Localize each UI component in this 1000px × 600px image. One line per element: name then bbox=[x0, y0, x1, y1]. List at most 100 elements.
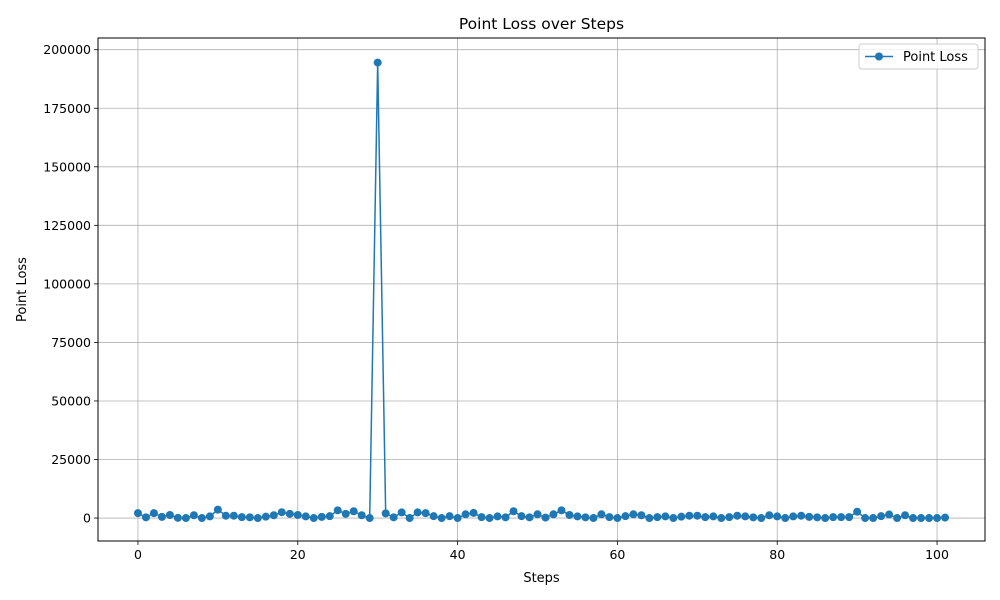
data-point bbox=[389, 513, 398, 522]
data-point bbox=[781, 514, 790, 523]
data-point bbox=[221, 511, 230, 520]
data-point bbox=[461, 510, 470, 519]
x-tick-label: 100 bbox=[925, 547, 949, 562]
data-point bbox=[581, 513, 590, 522]
y-tick-label: 150000 bbox=[43, 159, 91, 174]
data-point bbox=[589, 514, 598, 523]
data-point bbox=[309, 514, 318, 523]
data-point bbox=[413, 508, 422, 517]
data-point bbox=[861, 514, 870, 523]
data-point bbox=[853, 507, 862, 516]
data-point bbox=[277, 508, 286, 517]
data-point bbox=[669, 514, 678, 523]
data-point bbox=[869, 514, 878, 523]
data-point bbox=[149, 509, 158, 518]
data-point bbox=[789, 512, 798, 521]
y-tick-label: 100000 bbox=[43, 276, 91, 291]
data-point bbox=[685, 511, 694, 520]
y-tick-label: 50000 bbox=[51, 393, 91, 408]
y-tick-label: 175000 bbox=[43, 101, 91, 116]
data-point bbox=[493, 512, 502, 521]
data-point bbox=[173, 513, 182, 522]
data-point bbox=[557, 506, 566, 515]
data-point bbox=[933, 514, 942, 523]
series-layer bbox=[133, 58, 950, 523]
data-point bbox=[325, 512, 334, 521]
data-point bbox=[245, 513, 254, 522]
data-point bbox=[805, 512, 814, 521]
data-point bbox=[205, 512, 214, 521]
data-point bbox=[485, 514, 494, 523]
data-point bbox=[637, 511, 646, 520]
data-point bbox=[509, 507, 518, 516]
data-point bbox=[141, 513, 150, 522]
data-point bbox=[517, 512, 526, 521]
data-point bbox=[597, 510, 606, 519]
data-point bbox=[845, 513, 854, 522]
data-point bbox=[749, 513, 758, 522]
y-tick-label: 125000 bbox=[43, 218, 91, 233]
data-point bbox=[925, 514, 934, 523]
x-tick-label: 20 bbox=[290, 547, 306, 562]
data-point bbox=[541, 513, 550, 522]
data-point bbox=[397, 508, 406, 517]
data-point bbox=[381, 509, 390, 518]
data-point bbox=[357, 511, 366, 520]
grid-lines bbox=[98, 38, 985, 541]
axes: 0 20 40 60 80 100 0 25000 50000 75000 100000 125000… bbox=[43, 42, 949, 562]
data-point bbox=[181, 514, 190, 523]
data-point bbox=[901, 511, 910, 520]
data-point bbox=[165, 511, 174, 520]
data-point bbox=[445, 512, 454, 521]
data-point bbox=[821, 514, 830, 523]
data-point bbox=[709, 512, 718, 521]
data-point bbox=[317, 512, 326, 521]
data-point bbox=[893, 514, 902, 523]
data-point bbox=[693, 511, 702, 520]
data-point bbox=[757, 514, 766, 523]
data-point bbox=[573, 512, 582, 521]
data-point bbox=[533, 510, 542, 519]
data-point bbox=[829, 513, 838, 522]
data-point bbox=[477, 513, 486, 522]
data-point bbox=[301, 512, 310, 521]
data-point bbox=[421, 509, 430, 518]
legend-box bbox=[858, 43, 979, 70]
data-point bbox=[565, 511, 574, 520]
data-point bbox=[645, 514, 654, 523]
data-point bbox=[733, 511, 742, 520]
data-point bbox=[725, 513, 734, 522]
data-point bbox=[741, 512, 750, 521]
data-point bbox=[133, 509, 142, 518]
x-tick-label: 80 bbox=[769, 547, 785, 562]
data-point bbox=[877, 512, 886, 521]
data-point bbox=[941, 513, 950, 522]
data-point bbox=[797, 511, 806, 520]
data-point bbox=[549, 510, 558, 519]
plot-frame bbox=[97, 37, 986, 542]
data-point bbox=[837, 513, 846, 522]
data-point bbox=[701, 513, 710, 522]
data-point bbox=[213, 505, 222, 514]
data-point bbox=[285, 509, 294, 518]
data-point bbox=[189, 511, 198, 520]
data-point bbox=[157, 512, 166, 521]
data-point bbox=[469, 508, 478, 517]
x-tick-label: 0 bbox=[134, 547, 142, 562]
y-tick-label: 75000 bbox=[51, 335, 91, 350]
data-point bbox=[261, 512, 270, 521]
data-point bbox=[349, 507, 358, 516]
data-point bbox=[773, 512, 782, 521]
data-point bbox=[525, 513, 534, 522]
data-point bbox=[405, 514, 414, 523]
data-point bbox=[909, 514, 918, 523]
data-point bbox=[453, 514, 462, 523]
data-point bbox=[253, 514, 262, 523]
data-point bbox=[365, 514, 374, 523]
y-tick-label: 25000 bbox=[51, 452, 91, 467]
data-point bbox=[621, 512, 630, 521]
data-point bbox=[269, 511, 278, 520]
data-point bbox=[229, 511, 238, 520]
